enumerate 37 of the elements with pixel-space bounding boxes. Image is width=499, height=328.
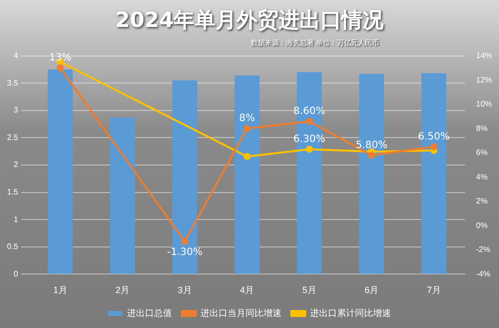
y-tick-label: 4 <box>14 51 19 60</box>
y-tick-label: 3 <box>14 106 19 115</box>
legend-label: 进出口当月同比增速 <box>200 308 282 318</box>
x-tick-label: 2月 <box>116 285 130 296</box>
x-tick-label: 4月 <box>240 285 254 296</box>
data-label: 8.60% <box>293 106 326 117</box>
y2-tick-label: 6% <box>476 148 488 158</box>
x-tick-label: 6月 <box>364 285 379 296</box>
x-tick-label: 1月 <box>53 285 68 296</box>
data-label: 5.80% <box>356 140 388 151</box>
data-label: 6.50% <box>418 131 450 142</box>
chart-title: 2024年单月外贸进出口情况 <box>114 7 385 34</box>
x-tick-label: 7月 <box>426 285 441 296</box>
y-tick-label: 1 <box>14 214 19 224</box>
y2-tick-label: -4% <box>476 269 490 278</box>
data-label: 8% <box>239 113 255 124</box>
y-tick-label: 3.5 <box>6 78 19 88</box>
y2-tick-label: 2% <box>476 196 488 206</box>
y-tick-label: 1.5 <box>6 188 19 197</box>
y2-tick-label: 8% <box>476 124 488 133</box>
y-tick-label: 2 <box>14 160 19 170</box>
y2-tick-label: 0% <box>476 220 488 230</box>
y-tick-label: 0.5 <box>6 242 19 252</box>
x-tick-label: 5月 <box>302 285 316 296</box>
y2-tick-label: 10% <box>476 100 492 109</box>
x-tick-label: 3月 <box>178 285 192 296</box>
data-label: 6.30% <box>293 134 326 145</box>
y2-tick-label: 4% <box>476 172 488 182</box>
legend-label: 进出口累计同比增速 <box>310 308 391 318</box>
y2-tick-label: 14% <box>476 51 492 60</box>
data-label: 13% <box>49 52 72 64</box>
legend-label: 进出口总值 <box>126 308 172 318</box>
y2-tick-label: 12% <box>476 75 492 84</box>
y2-tick-label: -2% <box>476 245 490 254</box>
y-tick-label: 2.5 <box>6 132 19 142</box>
y-tick-label: 0 <box>14 269 19 278</box>
data-label: -1.30% <box>167 247 202 258</box>
